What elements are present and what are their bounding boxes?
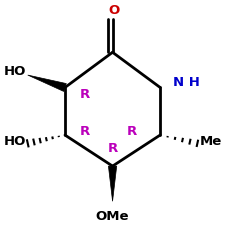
Text: OMe: OMe xyxy=(96,210,129,222)
Text: HO: HO xyxy=(3,65,26,79)
Text: R: R xyxy=(79,126,90,138)
Text: O: O xyxy=(108,4,119,17)
Text: N H: N H xyxy=(173,76,199,89)
Text: R: R xyxy=(127,126,137,138)
Polygon shape xyxy=(108,166,117,201)
Text: R: R xyxy=(79,88,90,101)
Text: Me: Me xyxy=(199,135,222,148)
Text: HO: HO xyxy=(3,135,26,148)
Polygon shape xyxy=(28,75,66,91)
Text: R: R xyxy=(107,142,118,155)
